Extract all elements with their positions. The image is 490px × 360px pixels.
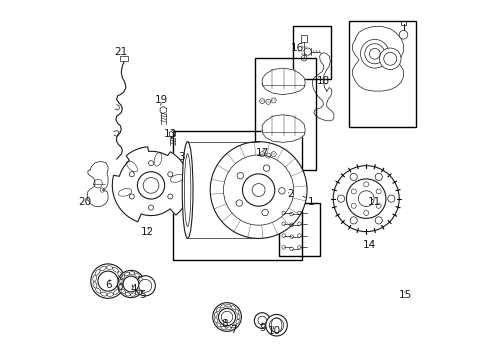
Text: 13: 13 — [164, 129, 177, 139]
Circle shape — [338, 195, 344, 202]
Ellipse shape — [182, 141, 193, 238]
Circle shape — [237, 172, 244, 179]
Polygon shape — [353, 27, 403, 91]
Text: 7: 7 — [230, 325, 237, 335]
Circle shape — [346, 179, 386, 219]
Circle shape — [365, 44, 385, 64]
Circle shape — [270, 318, 284, 332]
Text: 11: 11 — [368, 197, 381, 207]
Circle shape — [375, 173, 382, 180]
Circle shape — [210, 141, 307, 238]
Text: 17: 17 — [256, 148, 269, 158]
Text: 1: 1 — [303, 196, 315, 207]
Circle shape — [243, 174, 275, 206]
Circle shape — [399, 31, 408, 39]
Circle shape — [262, 209, 269, 216]
Circle shape — [304, 48, 311, 55]
Circle shape — [350, 173, 357, 180]
Bar — [173, 131, 302, 260]
Circle shape — [123, 276, 139, 292]
Text: 3: 3 — [178, 152, 184, 162]
Text: 20: 20 — [78, 197, 91, 207]
Circle shape — [148, 205, 153, 210]
Bar — [120, 56, 128, 61]
Circle shape — [135, 276, 155, 296]
Polygon shape — [112, 147, 190, 222]
Polygon shape — [262, 68, 305, 95]
Text: 15: 15 — [399, 290, 412, 300]
Circle shape — [266, 315, 287, 336]
Text: 10: 10 — [268, 326, 281, 336]
Text: 16: 16 — [291, 43, 304, 53]
Bar — [279, 203, 320, 256]
Circle shape — [129, 194, 134, 199]
Circle shape — [350, 217, 357, 224]
Polygon shape — [262, 115, 305, 142]
Circle shape — [168, 172, 173, 177]
Text: 8: 8 — [221, 319, 227, 329]
Circle shape — [139, 279, 152, 292]
Circle shape — [254, 313, 270, 328]
Text: 21: 21 — [115, 46, 128, 57]
Circle shape — [388, 195, 395, 202]
Circle shape — [213, 303, 242, 331]
Bar — [349, 21, 416, 127]
Bar — [301, 36, 307, 42]
Circle shape — [137, 172, 165, 199]
Polygon shape — [87, 161, 108, 207]
Circle shape — [168, 194, 173, 199]
Circle shape — [148, 161, 153, 166]
Circle shape — [279, 188, 285, 194]
Circle shape — [333, 166, 399, 231]
Circle shape — [129, 172, 134, 177]
Text: 2: 2 — [288, 189, 294, 199]
Text: 14: 14 — [363, 239, 376, 249]
Bar — [255, 58, 316, 170]
Circle shape — [379, 48, 401, 69]
Circle shape — [91, 264, 125, 298]
Text: 6: 6 — [105, 280, 112, 290]
Circle shape — [263, 165, 270, 171]
Circle shape — [219, 309, 236, 325]
Bar — [294, 26, 331, 79]
Polygon shape — [313, 53, 334, 121]
Text: 19: 19 — [155, 95, 169, 105]
Circle shape — [375, 217, 382, 224]
Circle shape — [98, 271, 118, 291]
Text: 18: 18 — [317, 76, 330, 86]
Text: 5: 5 — [140, 291, 146, 301]
Bar — [401, 21, 406, 25]
Circle shape — [117, 270, 145, 298]
Circle shape — [361, 40, 389, 68]
Text: 12: 12 — [141, 227, 154, 237]
Text: 9: 9 — [259, 323, 266, 333]
Text: 4: 4 — [130, 284, 137, 294]
Circle shape — [236, 200, 243, 206]
